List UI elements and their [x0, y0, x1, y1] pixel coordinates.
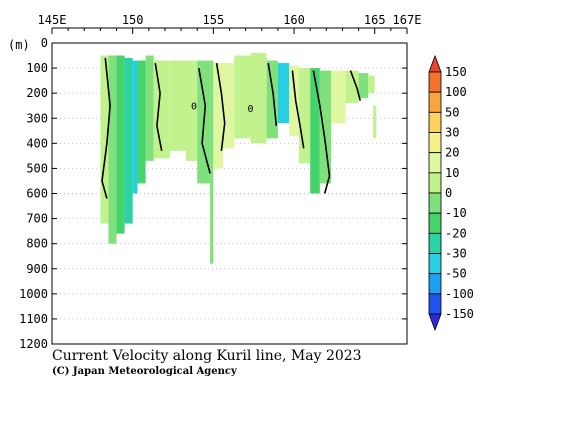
colorbar-bin-1: [428, 71, 442, 93]
velocity-cell-3: [124, 58, 133, 224]
velocity-cell-7: [153, 60, 170, 159]
velocity-cell-15: [250, 53, 267, 144]
y-tick-label-500: 500: [26, 161, 48, 175]
colorbar-label-30: 30: [445, 126, 459, 140]
colorbar-bin-12: [428, 293, 442, 315]
y-axis-unit-label: (m): [8, 38, 30, 52]
y-tick-label-1100: 1100: [19, 312, 48, 326]
zero-contour-6: [312, 70, 331, 194]
y-tick-label-200: 200: [26, 86, 48, 100]
y-tick-label-1200: 1200: [19, 337, 48, 351]
colorbar-bin-9: [428, 232, 442, 254]
y-tick-label-0: 0: [41, 36, 48, 50]
y-tick-label-600: 600: [26, 187, 48, 201]
zero-contour-4: [267, 62, 278, 126]
zero-contour-0: [101, 57, 111, 199]
velocity-cell-24: [358, 73, 369, 99]
x-tick-label-160: 160: [283, 13, 305, 27]
colorbar-bin-11: [428, 273, 442, 295]
velocity-cell-16: [266, 60, 278, 139]
x-tick-label-150: 150: [122, 13, 144, 27]
colorbar-bin-7: [428, 192, 442, 214]
colorbar-label-50: 50: [445, 105, 459, 119]
colorbar-label-10: 10: [445, 166, 459, 180]
chart-title: Current Velocity along Kuril line, May 2…: [52, 348, 362, 364]
colorbar-bin-6: [428, 172, 442, 194]
colorbar-label--150: -150: [445, 307, 474, 321]
velocity-cell-8: [169, 60, 186, 151]
colorbar-label--50: -50: [445, 267, 467, 281]
colorbar-bin-2: [428, 91, 442, 113]
velocity-cell-20: [310, 68, 320, 194]
colorbar-bin-5: [428, 152, 442, 174]
velocity-cell-1: [108, 55, 117, 244]
velocity-cell-14: [234, 55, 251, 139]
colorbar-label--30: -30: [445, 247, 467, 261]
x-tick-label-145E: 145E: [38, 13, 67, 27]
y-tick-label-300: 300: [26, 111, 48, 125]
velocity-cell-6: [145, 55, 154, 161]
velocity-cell-22: [331, 70, 346, 124]
velocity-cell-19: [298, 68, 311, 164]
zero-contour-2: [198, 67, 211, 174]
zero-contour-1: [154, 62, 163, 152]
velocity-cells: [100, 53, 377, 264]
x-tick-label-155: 155: [203, 13, 225, 27]
velocity-cell-21: [319, 70, 332, 184]
colorbar-label--100: -100: [445, 287, 474, 301]
velocity-cell-13: [223, 63, 235, 149]
velocity-cell-5: [137, 60, 146, 184]
velocity-cell-18: [289, 65, 299, 136]
chart-credit: (C) Japan Meteorological Agency: [52, 366, 238, 377]
colorbar-bin-3: [428, 111, 442, 133]
colorbar-label-150: 150: [445, 65, 467, 79]
velocity-cell-9: [185, 60, 198, 161]
x-tick-label-167E: 167E: [393, 13, 422, 27]
velocity-cell-2: [116, 55, 125, 234]
y-tick-label-900: 900: [26, 262, 48, 276]
x-tick-label-165: 165: [364, 13, 386, 27]
y-tick-label-400: 400: [26, 136, 48, 150]
x-axis: 145E 150 155 160 165 167E: [38, 13, 422, 34]
velocity-cell-12: [213, 63, 224, 169]
zero-contour-3: [215, 62, 226, 151]
velocity-cell-23: [345, 70, 359, 104]
velocity-cell-4: [132, 60, 138, 194]
colorbar-top-arrow: [428, 54, 442, 73]
y-tick-label-1000: 1000: [19, 287, 48, 301]
velocity-cell-26: [373, 105, 377, 139]
y-tick-label-700: 700: [26, 212, 48, 226]
y-axis: 0 100 200 300 400 500 600 700 800 900 1000 1100 1200: [19, 36, 407, 351]
velocity-cell-0: [100, 55, 109, 224]
colorbar-label--10: -10: [445, 206, 467, 220]
colorbar-label-0: 0: [445, 186, 452, 200]
colorbar-bin-4: [428, 132, 442, 154]
colorbar-bottom-arrow: [428, 313, 442, 332]
contour-label-0: 0: [191, 101, 197, 112]
contour-label-1: 0: [247, 104, 253, 115]
colorbar-label--20: -20: [445, 226, 467, 240]
velocity-cell-11: [210, 60, 214, 264]
zero-contour-5: [291, 70, 305, 149]
zero-contour-7: [349, 70, 361, 101]
velocity-cell-17: [277, 63, 290, 124]
velocity-cell-25: [368, 75, 375, 94]
colorbar-bin-8: [428, 212, 442, 234]
colorbar-label-100: 100: [445, 85, 467, 99]
y-tick-label-100: 100: [26, 61, 48, 75]
y-tick-label-800: 800: [26, 237, 48, 251]
colorbar-bin-10: [428, 253, 442, 275]
colorbar-label-20: 20: [445, 146, 459, 160]
